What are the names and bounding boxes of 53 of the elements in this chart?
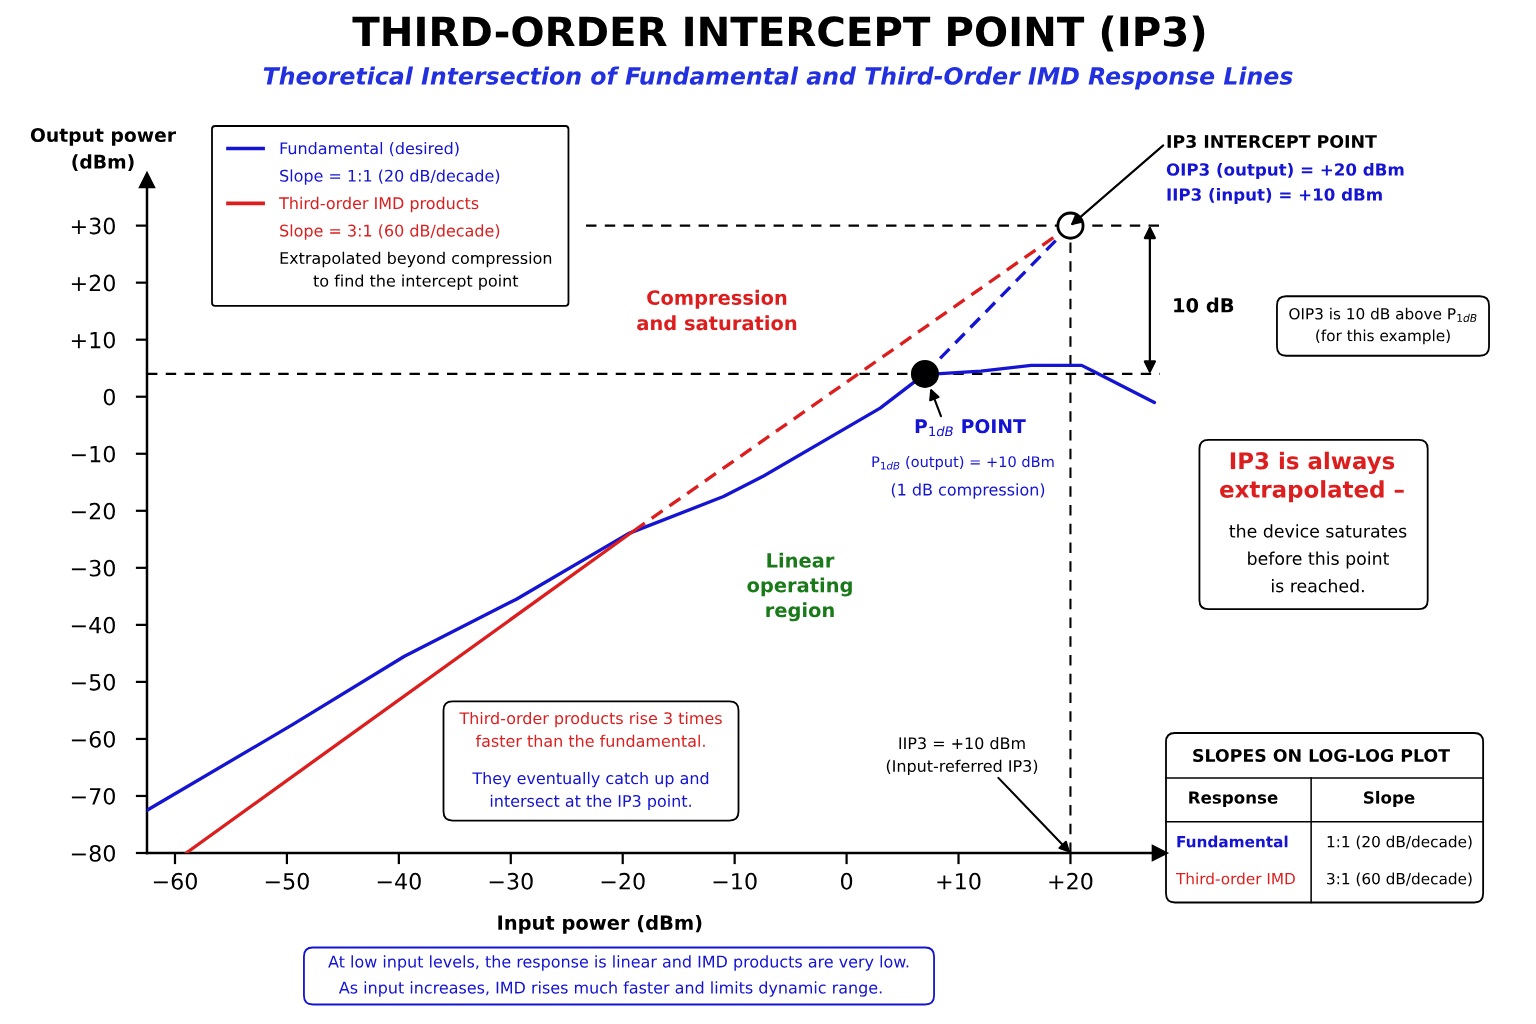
y-tick-label: +30: [71, 217, 115, 235]
text: OIP3 (output) = +20 dBm: [1166, 162, 1404, 180]
annotation: Extrapolated beyond compression to find the intercept point: [280, 251, 552, 290]
x-axis-title: Input power (dBm): [498, 914, 702, 934]
text: As input increases, IMD rises much faster and limits dynamic range.: [338, 981, 882, 997]
annotation: P$_{1dB}$ (output) = +10 dBm: [872, 455, 1054, 471]
y-tick-label: −10: [71, 445, 115, 463]
y-tick-label: +20: [71, 274, 115, 292]
x-tick-label: −40: [377, 872, 421, 890]
annotation: Linear operating region: [747, 552, 852, 622]
y-axis-title: Output power (dBm): [30, 127, 176, 171]
text: Slope: [1363, 790, 1415, 808]
chart-title: THIRD-ORDER INTERCEPT POINT (IP3): [352, 15, 1205, 52]
text: Third-order IMD: [1175, 872, 1295, 885]
x-tick-label: −10: [713, 872, 757, 890]
legend-label: Fundamental (desired): [280, 141, 459, 157]
y-tick-label: −20: [71, 502, 115, 520]
annotation: Slope = 1:1 (20 dB/decade): [280, 169, 500, 185]
text: 1:1 (20 dB/decade): [1327, 835, 1472, 850]
text: OIP3 is 10 dB above P$_{1dB}$ (for this example): [1289, 307, 1477, 345]
x-tick-label: +20: [1049, 872, 1093, 890]
text: IP3 is always extrapolated –: [1220, 451, 1404, 503]
x-tick-label: +10: [937, 872, 981, 890]
text: the device saturates before this point is reached.: [1229, 524, 1407, 593]
y-tick-label: −40: [71, 616, 115, 634]
x-tick-label: −50: [265, 872, 309, 890]
y-tick-label: −80: [71, 844, 115, 862]
text: Fundamental: [1177, 835, 1288, 848]
text: IIP3 (input) = +10 dBm: [1167, 187, 1382, 205]
text: At low input levels, the response is linear and IMD products are very low.: [328, 955, 909, 971]
legend-label: Third-order IMD products: [279, 196, 479, 213]
y-tick-label: −30: [71, 559, 115, 577]
text: SLOPES ON LOG-LOG PLOT: [1193, 748, 1450, 763]
annotation: IIP3 = +10 dBm (Input-referred IP3): [886, 736, 1038, 776]
annotation: P$_{1dB}$ POINT: [915, 419, 1026, 437]
text: Response: [1189, 791, 1278, 808]
annotation: (1 dB compression): [891, 483, 1045, 499]
x-tick-label: −60: [153, 872, 197, 890]
annotation: They eventually catch up and intersect at the IP3 point.: [472, 771, 709, 811]
y-tick-label: 0: [103, 388, 115, 406]
y-tick-label: +10: [71, 331, 115, 349]
y-tick-label: −70: [71, 787, 115, 805]
y-tick-label: −60: [71, 730, 115, 748]
chart-subtitle: Theoretical Intersection of Fundamental and Third-Order IMD Response Lines: [263, 66, 1293, 90]
text: 3:1 (60 dB/decade): [1327, 872, 1472, 887]
y-tick-label: −50: [71, 673, 115, 691]
text: 10 dB: [1174, 297, 1234, 313]
x-tick-label: 0: [840, 872, 853, 890]
annotation: Slope = 3:1 (60 dB/decade): [280, 224, 500, 240]
x-tick-label: −30: [489, 872, 533, 890]
annotation: Third-order products rise 3 times faster than the fundamental.: [459, 711, 722, 747]
annotation: Compression and saturation: [637, 289, 797, 331]
x-tick-label: −20: [601, 872, 645, 890]
